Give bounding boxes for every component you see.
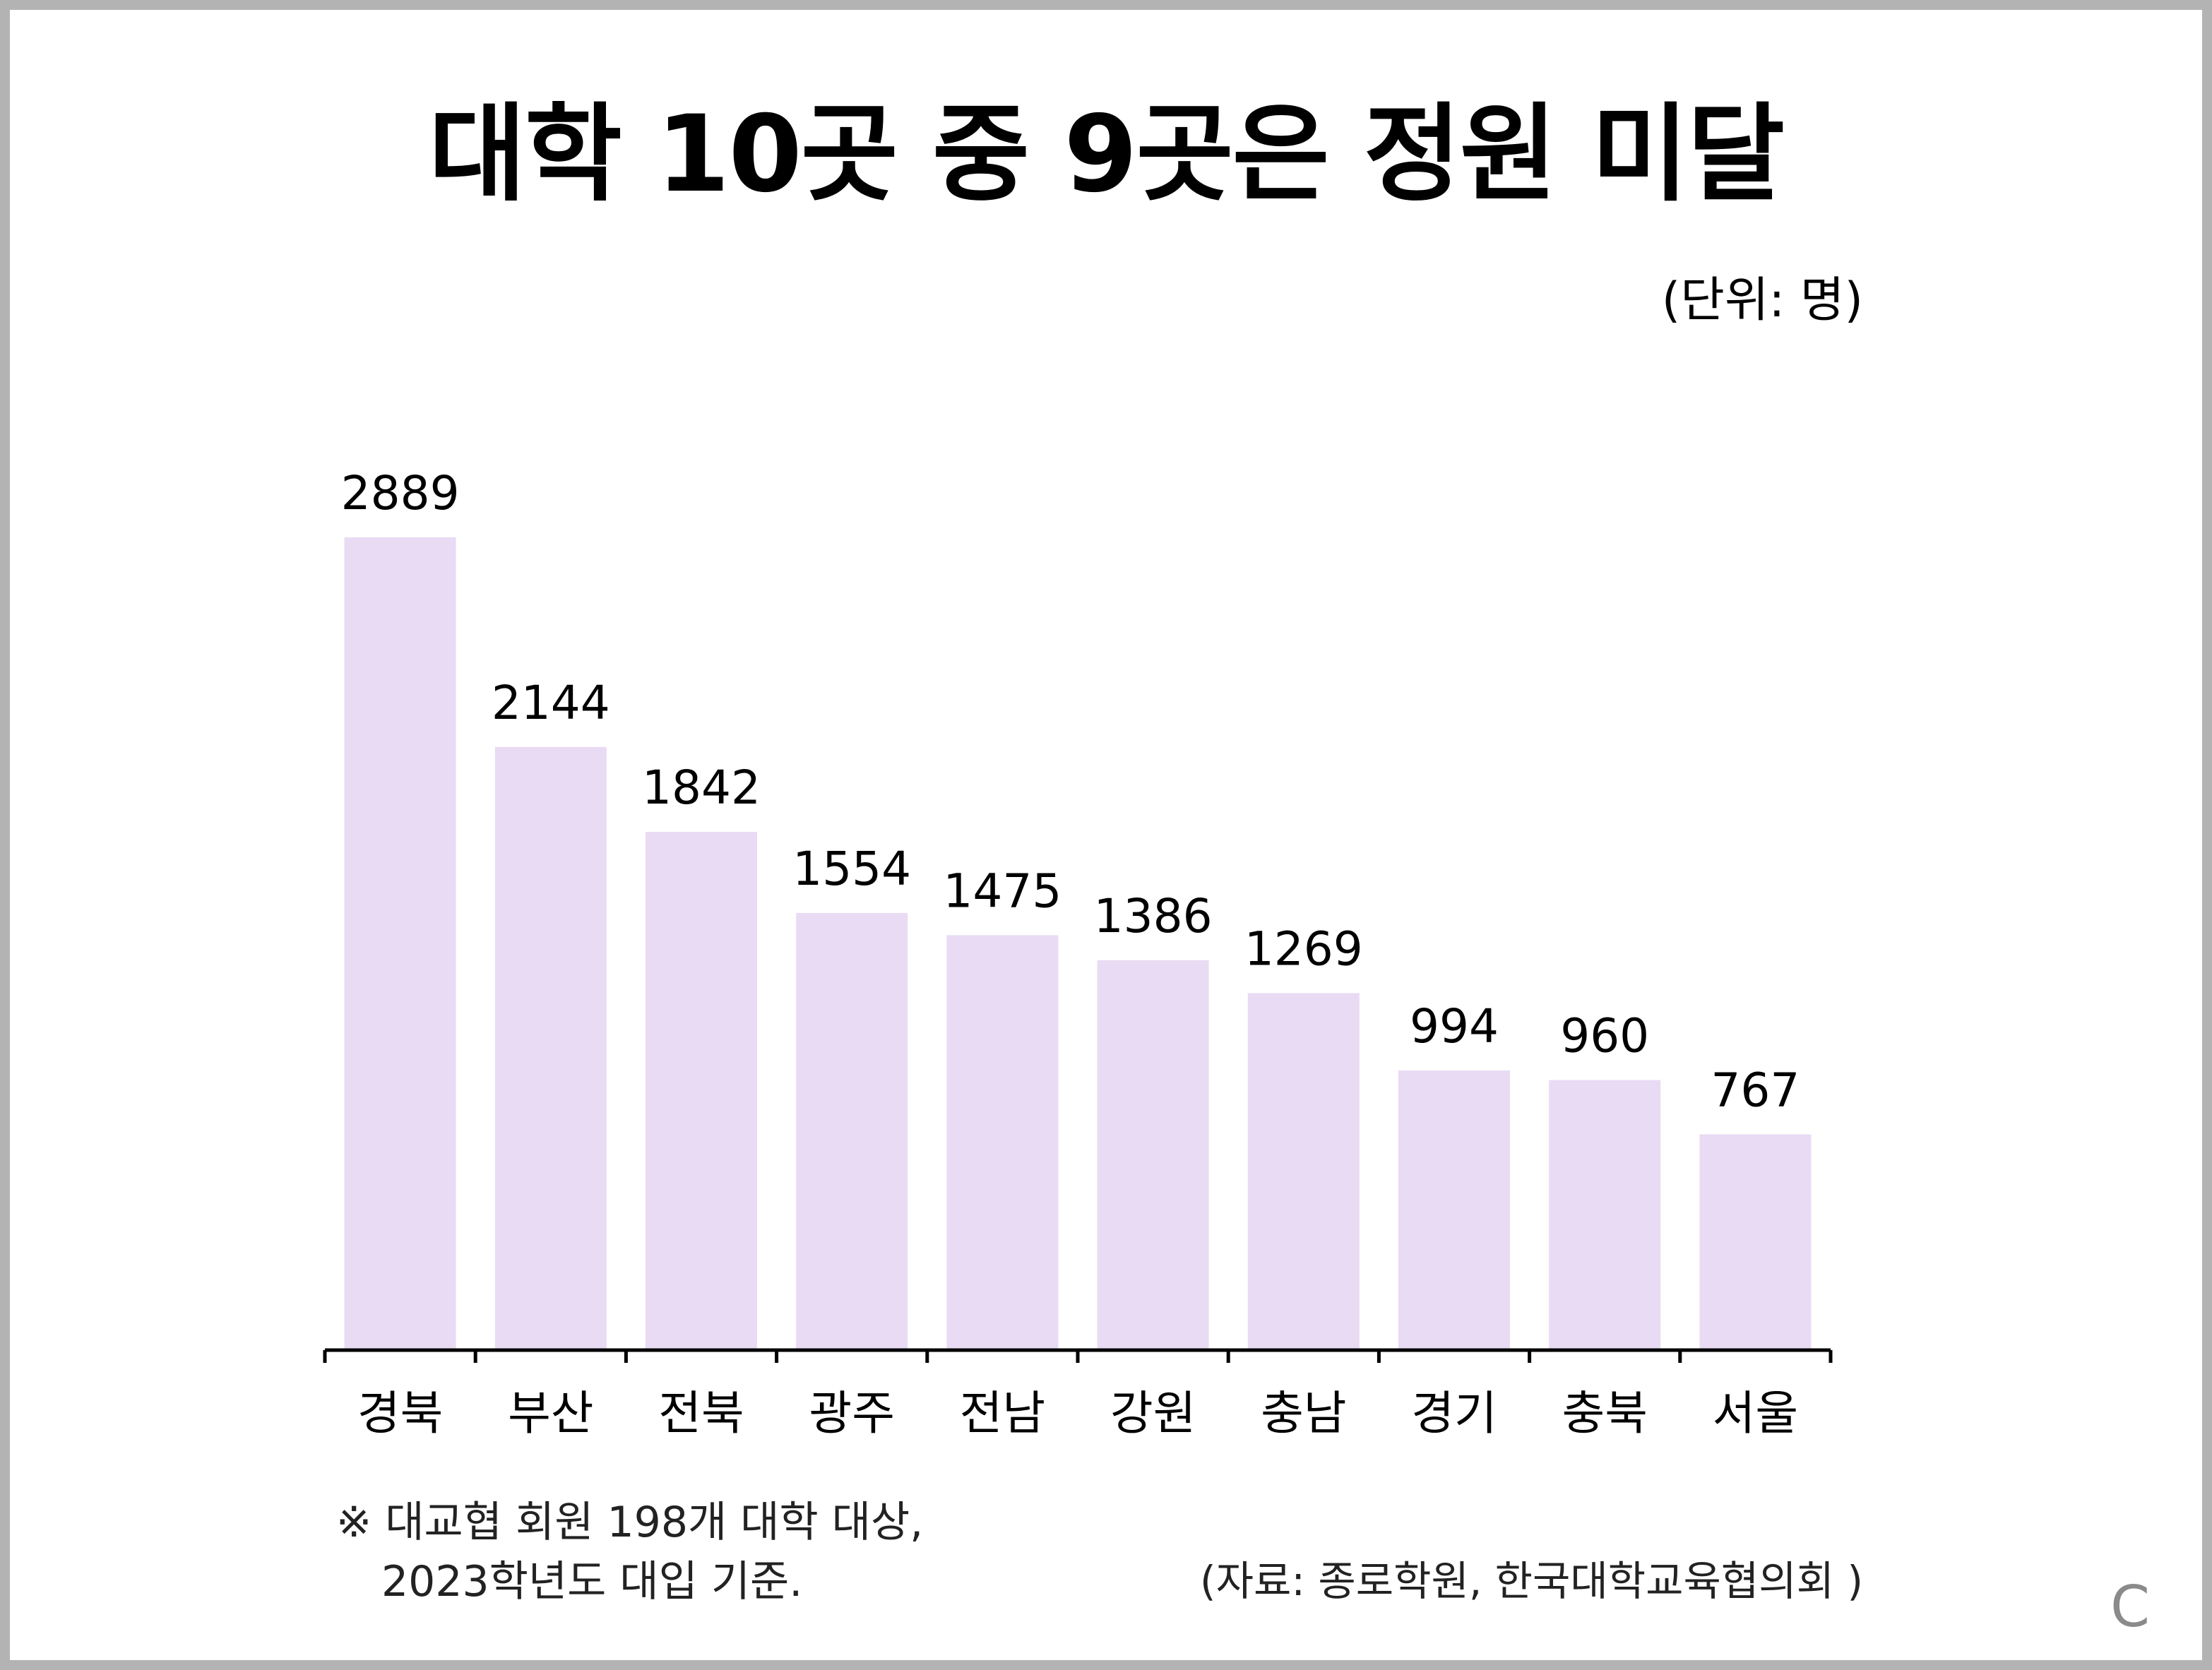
category-label-전남: 전남 [960,1386,1045,1441]
data-label-충북: 960 [1560,1009,1649,1063]
corner-mark: C [2110,1574,2150,1640]
category-label-강원: 강원 [1110,1386,1196,1441]
data-label-광주: 1554 [792,842,911,896]
bar-충북 [1549,1080,1661,1350]
bar-광주 [796,912,908,1350]
footnote-line-2: 2023학년도 대입 기준. [381,1557,803,1606]
data-label-부산: 2144 [492,676,610,730]
data-label-경북: 2889 [341,466,460,520]
source-credit: (자료: 종로학원, 한국대학교육협의회 ) [1200,1557,1863,1605]
data-label-전남: 1475 [943,864,1062,918]
bar-chart: 2889 경북 2144 부산 1842 전북 1554 광주 1475 전남 1386 강원 1269… [323,466,1833,1441]
unit-label: (단위: 명) [1661,273,1863,328]
bar-전북 [646,832,757,1350]
bar-전남 [946,935,1059,1350]
data-label-서울: 767 [1711,1063,1800,1117]
category-label-충남: 충남 [1261,1386,1346,1441]
bar-부산 [494,746,607,1350]
category-label-전북: 전북 [658,1386,744,1441]
bar-경기 [1398,1070,1510,1350]
bar-경북 [344,537,456,1350]
data-label-강원: 1386 [1094,889,1213,943]
footnote-line-1: ※ 대교협 회원 198개 대학 대상, [336,1498,924,1547]
category-label-광주: 광주 [809,1386,894,1441]
category-label-부산: 부산 [508,1386,593,1441]
data-label-전북: 1842 [642,761,761,815]
bar-서울 [1699,1134,1812,1350]
category-label-충북: 충북 [1562,1386,1647,1441]
data-label-경기: 994 [1410,999,1499,1054]
bar-강원 [1097,960,1209,1350]
footnote: ※ 대교협 회원 198개 대학 대상, 2023학년도 대입 기준. [336,1493,923,1611]
chart-title: 대학 10곳 중 9곳은 정원 미달 [428,93,1785,216]
category-label-경북: 경북 [357,1386,443,1441]
data-label-충남: 1269 [1244,922,1363,976]
category-label-경기: 경기 [1411,1386,1497,1441]
bar-충남 [1247,993,1360,1350]
category-label-서울: 서울 [1713,1386,1798,1441]
